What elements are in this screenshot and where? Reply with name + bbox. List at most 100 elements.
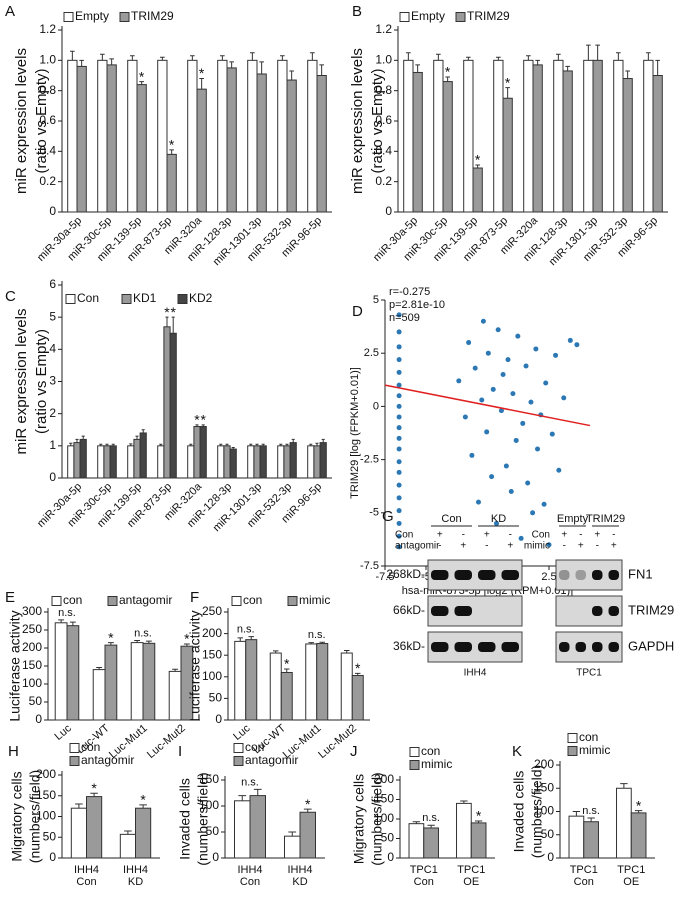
cell-label: TPC1 [576, 668, 602, 679]
legend-swatch [69, 743, 80, 753]
bar [284, 835, 301, 859]
band [575, 642, 586, 652]
y-axis-label: (ratio vs Empty) [33, 68, 50, 173]
x-tick-label: Con [414, 876, 434, 888]
bar [305, 643, 318, 721]
band [608, 570, 619, 580]
error-bar [289, 70, 294, 81]
band [608, 606, 619, 616]
bar [67, 445, 75, 479]
bar [70, 807, 87, 859]
y-tick-label: 0 [385, 204, 392, 218]
bar [583, 59, 594, 213]
error-bar [237, 637, 243, 642]
bar [622, 78, 633, 213]
error-bar [220, 55, 225, 61]
sign: - [485, 541, 488, 552]
error-bar [308, 642, 314, 644]
bar [217, 445, 225, 479]
bar [166, 153, 177, 213]
error-bar [99, 443, 103, 446]
point [535, 446, 541, 452]
bar [307, 445, 315, 479]
y-tick-label: 150 [534, 780, 554, 794]
legend-swatch [51, 596, 62, 606]
y-axis-label: Migratory cells [351, 774, 367, 864]
bar [67, 59, 78, 213]
legend-label: Con [77, 291, 99, 305]
error-bar [111, 443, 115, 446]
error-bar [141, 429, 145, 433]
cell-label: IHH4 [464, 668, 487, 679]
bar [307, 59, 318, 213]
bar [234, 640, 247, 721]
y-tick-label: 250 [22, 622, 42, 636]
bar [256, 73, 267, 213]
legend-swatch [121, 294, 132, 304]
bar [92, 669, 106, 721]
error-bar [134, 639, 141, 643]
bar [463, 59, 474, 213]
point [396, 369, 402, 375]
bar [76, 65, 87, 213]
y-tick-label: 100 [22, 676, 42, 690]
error-bar [139, 804, 147, 809]
error-bar [190, 55, 195, 61]
error-bar [165, 316, 169, 327]
y-tick-label: 150 [22, 658, 42, 672]
point [396, 435, 402, 441]
error-bar [189, 443, 193, 446]
y-tick-label: 2 [49, 406, 56, 420]
group-label: TRIM29 [586, 513, 625, 525]
stat-label: r=-0.275 [389, 286, 430, 298]
y-axis-label: Luciferase activity [187, 610, 203, 721]
y-tick-label: 1 [49, 438, 56, 452]
significance-label: * [108, 629, 114, 645]
y-tick-label: 150 [202, 647, 222, 661]
error-bar [75, 803, 83, 809]
bar [119, 833, 136, 859]
bar [289, 442, 297, 479]
point [396, 495, 402, 501]
bar [130, 642, 144, 721]
sign: + [594, 530, 600, 541]
panel-label: K [512, 743, 522, 760]
bar [187, 445, 195, 479]
legend-label: Empty [75, 9, 109, 23]
point [396, 544, 402, 550]
error-bar [355, 672, 361, 676]
error-bar [109, 58, 114, 65]
error-bar [319, 641, 326, 644]
point [396, 357, 402, 363]
error-bar [280, 55, 285, 61]
y-axis-label: (ratio vs Empty) [369, 68, 386, 173]
error-bar [474, 820, 483, 823]
bar [163, 326, 171, 479]
band [454, 570, 472, 580]
point [561, 395, 567, 401]
legend-swatch [63, 12, 74, 22]
error-bar [556, 53, 561, 61]
y-tick-label: 0.2 [375, 174, 392, 188]
legend-label: KD1 [133, 291, 157, 305]
bar [493, 59, 504, 213]
significance-label: n.s. [582, 805, 600, 817]
y-tick-label: 2.5 [364, 347, 379, 359]
panel-label: D [352, 303, 363, 320]
bar [157, 59, 168, 213]
band [431, 570, 449, 580]
legend-swatch [233, 756, 244, 766]
legend-swatch [231, 596, 242, 606]
y-tick-label: 100 [534, 804, 554, 818]
error-bar [321, 438, 325, 443]
y-tick-label: 100 [199, 798, 219, 812]
legend-swatch [455, 12, 466, 22]
bar [280, 671, 293, 721]
x-tick-label: OE [463, 876, 479, 888]
significance-label: * [140, 792, 146, 808]
x-tick-label: TPC1 [457, 864, 485, 876]
error-bar [183, 643, 190, 647]
sign: - [563, 541, 566, 552]
point [530, 510, 536, 516]
bar [283, 445, 291, 479]
